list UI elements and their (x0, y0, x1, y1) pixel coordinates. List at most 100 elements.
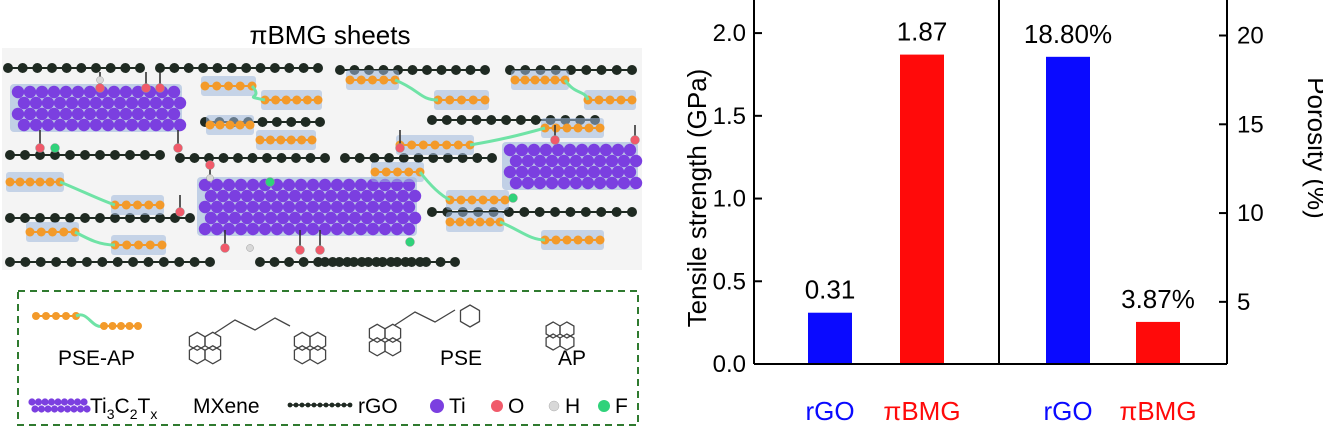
legend-mxene-atom (76, 405, 85, 413)
ti-atom (282, 178, 296, 192)
pse-bead (205, 120, 215, 130)
ti-atom (198, 200, 212, 214)
legend-mxene-atom (83, 405, 91, 413)
pse-ap-chain (260, 90, 323, 110)
o-atom (395, 143, 405, 153)
carbon-bead (515, 115, 526, 125)
ti-atom (35, 85, 49, 99)
legend-pyrene-ap-ring (545, 321, 561, 339)
legend-pse-bead (52, 312, 60, 320)
pse-bead (345, 75, 355, 85)
ti-atom (65, 96, 79, 110)
carbon-bead (140, 150, 150, 160)
pse-bead (200, 81, 210, 91)
carbon-bead (627, 65, 637, 75)
ti-atom (107, 107, 121, 121)
carbon-bead (596, 65, 607, 75)
ti-atom (593, 176, 607, 190)
data-label: 18.80% (1024, 19, 1112, 49)
ti-atom (17, 96, 31, 110)
ti-atom (65, 118, 79, 132)
rgo-sheet (5, 213, 195, 223)
pse-ap-chain (510, 70, 570, 90)
ti-atom (318, 178, 332, 192)
ti-atom (35, 107, 49, 121)
ti-atom (384, 189, 398, 203)
legend-mxene-atom (41, 398, 49, 406)
legend-rgo-bead (329, 402, 335, 408)
ti-atom (569, 154, 583, 168)
pse-bead (59, 227, 69, 237)
pse-ap-chain (395, 135, 475, 155)
legend-ap-bead (108, 322, 117, 330)
ti-atom (173, 96, 187, 110)
bar-bmg-tensile (900, 54, 944, 363)
carbon-bead (20, 150, 30, 160)
legend-pse-bead (32, 312, 40, 320)
ti-atom (234, 200, 248, 214)
carbon-bead (276, 153, 287, 163)
pse-ap-chain (433, 90, 490, 110)
ti-atom (234, 222, 248, 236)
pse-bead (562, 123, 572, 133)
pse-bead (286, 135, 296, 145)
x-category-label: rGO (1043, 396, 1092, 426)
ti-atom (264, 189, 278, 203)
ti-atom (113, 118, 127, 132)
pse-bead (551, 123, 561, 133)
carbon-bead (105, 63, 116, 73)
ti-atom (408, 211, 422, 225)
carbon-bead (581, 65, 592, 75)
pse-bead (442, 140, 452, 150)
ti-atom (107, 85, 121, 99)
ti-atom (336, 211, 350, 225)
carbon-bead (155, 150, 165, 160)
ti-atom (533, 176, 547, 190)
ti-atom (161, 96, 175, 110)
pse-ap-chain (540, 118, 605, 138)
schematic-svg: πBMG sheets PSE-AP PSE AP Ti3C2Tx MXene … (2, 20, 643, 426)
carbon-bead (174, 257, 185, 267)
legend-ap-bead (100, 322, 108, 330)
carbon-bead (269, 257, 280, 267)
pse-bead (530, 75, 540, 85)
carbon-bead (155, 63, 165, 73)
carbon-bead (50, 213, 60, 223)
bar-bmg-porosity (1136, 321, 1180, 363)
ti-atom (623, 165, 637, 179)
carbon-bead (66, 257, 77, 267)
carbon-bead (255, 257, 265, 267)
pse-bead (265, 135, 275, 145)
ti-atom (252, 189, 266, 203)
ti-atom (204, 211, 218, 225)
carbon-bead (436, 65, 447, 75)
f-atom (50, 143, 60, 153)
carbon-bead (348, 257, 359, 267)
legend-mxene-atom (54, 398, 62, 406)
carbon-bead (97, 257, 108, 267)
carbon-bead (50, 150, 60, 160)
y-tick-label-left: 2.0 (713, 20, 746, 47)
pse-bead (616, 95, 626, 105)
ti-atom (29, 118, 43, 132)
ti-atom (569, 176, 583, 190)
ti-atom (270, 200, 284, 214)
pse-ap-chain (205, 115, 255, 135)
o-atom (141, 83, 151, 93)
ti-atom (125, 118, 139, 132)
legend-pyrene-ap-ring (559, 321, 575, 339)
ti-atom (587, 165, 601, 179)
carbon-bead (456, 115, 467, 125)
carbon-bead (20, 257, 31, 267)
ti-atom (306, 200, 320, 214)
ti-atom (77, 118, 91, 132)
pse-bead (404, 167, 414, 177)
carbon-bead (135, 63, 145, 73)
carbon-bead (471, 115, 482, 125)
o-atom (315, 245, 325, 255)
ti-atom (348, 189, 362, 203)
ti-atom (149, 118, 163, 132)
pse-bead (605, 95, 615, 105)
ap-linker (418, 171, 451, 202)
pse-bead (379, 75, 389, 85)
